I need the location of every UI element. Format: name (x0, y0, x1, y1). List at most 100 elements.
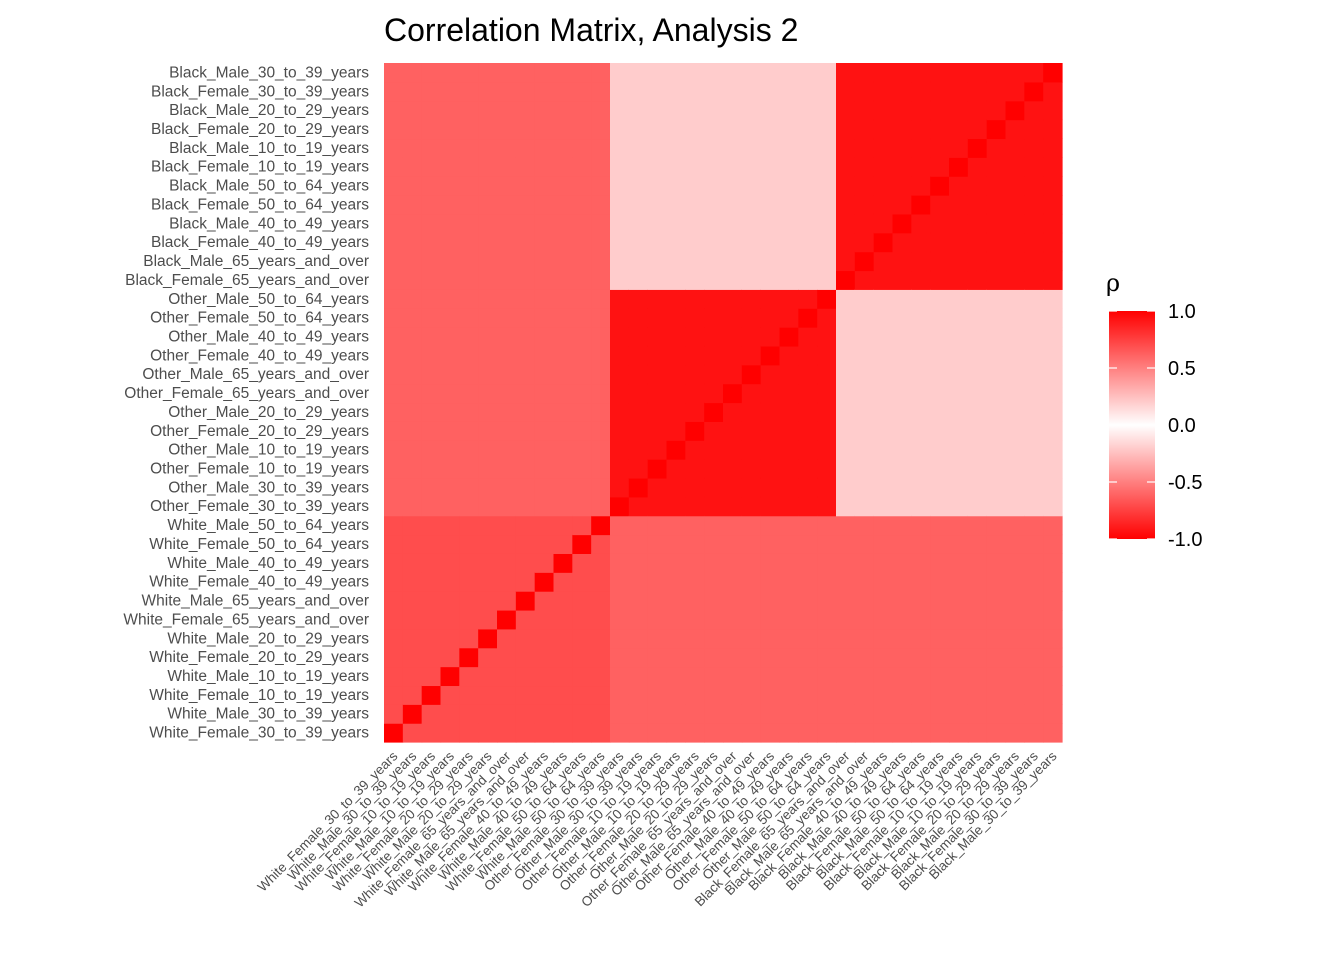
heatmap-cell (854, 496, 875, 517)
heatmap-cell (1024, 364, 1044, 385)
heatmap-cell (515, 308, 536, 328)
heatmap-cell (1024, 459, 1044, 479)
heatmap-cell (478, 591, 498, 611)
heatmap-cell (459, 176, 479, 196)
heatmap-cell (798, 402, 818, 422)
heatmap-cell (572, 383, 592, 404)
heatmap-cell (384, 270, 404, 290)
heatmap-cell (666, 213, 686, 234)
heatmap-cell (572, 270, 592, 290)
heatmap-cell (497, 647, 517, 668)
heatmap-cell (572, 364, 592, 385)
heatmap-cell (836, 685, 856, 705)
heatmap-cell (817, 685, 837, 705)
heatmap-cell (421, 666, 442, 687)
heatmap-cell (986, 364, 1007, 385)
heatmap-cell (741, 704, 762, 724)
heatmap-cell (949, 81, 969, 102)
heatmap-cell (534, 364, 555, 385)
heatmap-cell (949, 138, 969, 158)
heatmap-cell (421, 364, 442, 385)
heatmap-cell (666, 327, 686, 347)
heatmap-cell (873, 572, 894, 592)
heatmap-cell (836, 534, 856, 554)
heatmap-cell (949, 534, 969, 554)
heatmap-cell (798, 666, 818, 687)
heatmap-cell (421, 232, 442, 253)
heatmap-cell (685, 157, 705, 177)
heatmap-cell (421, 572, 442, 592)
heatmap-cell (647, 628, 668, 649)
heatmap-cell (854, 308, 875, 328)
heatmap-cell (647, 119, 668, 140)
heatmap-cell (741, 459, 762, 479)
heatmap-cell (836, 440, 856, 460)
heatmap-cell (402, 402, 423, 422)
heatmap-cell (741, 572, 762, 592)
heatmap-cell (478, 459, 498, 479)
heatmap-cell (854, 213, 875, 234)
heatmap-cell (384, 308, 404, 328)
heatmap-cell (572, 704, 592, 724)
heatmap-cell (534, 81, 555, 102)
heatmap-cell (1043, 119, 1063, 140)
heatmap-cell (572, 609, 592, 630)
heatmap-cell (967, 195, 988, 215)
heatmap-cell (685, 364, 705, 385)
heatmap-cell (892, 383, 912, 404)
heatmap-cell (986, 515, 1007, 536)
heatmap-cell (515, 685, 536, 705)
heatmap-cell (741, 666, 762, 687)
heatmap-cell (515, 81, 536, 102)
heatmap-cell (666, 383, 686, 404)
heatmap-cell (572, 477, 592, 498)
heatmap-cell (892, 534, 912, 554)
heatmap-cell (459, 364, 479, 385)
heatmap-cell (647, 157, 668, 177)
heatmap-cell (930, 685, 950, 705)
heatmap-cell (421, 704, 442, 724)
heatmap-cell (723, 477, 743, 498)
heatmap-cell (553, 364, 573, 385)
heatmap-cell (873, 345, 894, 366)
heatmap-cell (478, 553, 498, 573)
heatmap-cell (1043, 364, 1063, 385)
heatmap-cell (421, 119, 442, 140)
heatmap-cell (967, 383, 988, 404)
heatmap-cell (930, 591, 950, 611)
heatmap-cell (459, 459, 479, 479)
heatmap-cell (553, 704, 573, 724)
heatmap-cell (402, 327, 423, 347)
heatmap-cell (723, 628, 743, 649)
heatmap-cell (497, 289, 517, 309)
heatmap-cell (911, 421, 931, 441)
heatmap-cell (666, 308, 686, 328)
heatmap-cell (930, 232, 950, 253)
heatmap-cell (515, 647, 536, 668)
heatmap-cell (402, 496, 423, 517)
heatmap-cell (628, 251, 649, 272)
y-tick-label: White_Male_30_to_39_years (167, 706, 369, 723)
heatmap-cell (798, 63, 818, 83)
heatmap-cell (779, 345, 799, 366)
y-tick-label: Black_Male_30_to_39_years (169, 64, 369, 81)
heatmap-cell (685, 402, 705, 422)
heatmap-cell (760, 251, 781, 272)
heatmap-cell (478, 572, 498, 592)
heatmap-cell (836, 704, 856, 724)
heatmap-cell (515, 496, 536, 517)
heatmap-cell (798, 628, 818, 649)
heatmap-cell (591, 572, 611, 592)
heatmap-cell (515, 459, 536, 479)
heatmap-cell (402, 572, 423, 592)
heatmap-cell (930, 647, 950, 668)
heatmap-cell (930, 440, 950, 460)
heatmap-cell (704, 232, 724, 253)
heatmap-cell (779, 440, 799, 460)
heatmap-cell (779, 176, 799, 196)
heatmap-cell (421, 138, 442, 158)
heatmap-cell (967, 251, 988, 272)
heatmap-cell (930, 308, 950, 328)
heatmap-cell (440, 251, 460, 272)
heatmap-cell (986, 327, 1007, 347)
